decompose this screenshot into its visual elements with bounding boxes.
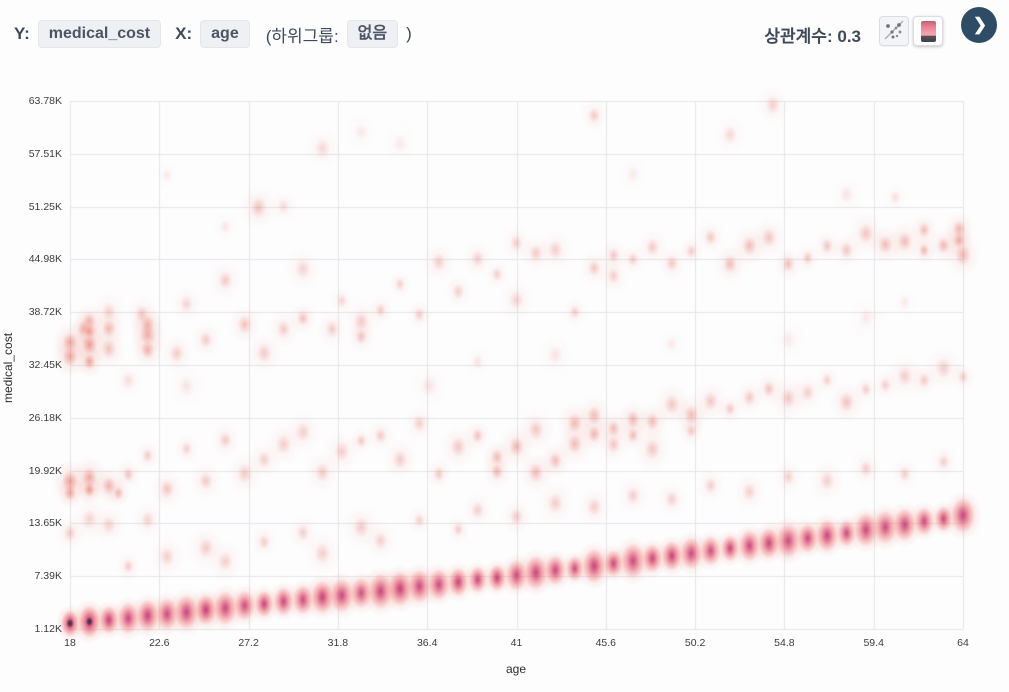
- subgroup-suffix: ): [406, 24, 412, 43]
- x-variable-chip[interactable]: age: [200, 20, 250, 48]
- plot-canvas[interactable]: [0, 60, 1009, 692]
- chart: 1.12K 7.39K 13.65K 19.92K 26.18K 32.45K 38.72K…: [0, 60, 1009, 692]
- y-axis-label: Y:: [14, 24, 30, 43]
- scatter-plot-icon: [883, 19, 905, 44]
- correlation: 상관계수: 0.3: [764, 22, 861, 47]
- correlation-label: 상관계수:: [764, 26, 833, 46]
- scatter-view-button[interactable]: [879, 16, 909, 46]
- x-axis-label: X:: [175, 24, 193, 43]
- subgroup-prefix: (하위그룹:: [265, 26, 339, 46]
- density-colormap-icon: [920, 20, 936, 42]
- density-view-button[interactable]: [913, 16, 943, 46]
- correlation-value: 0.3: [837, 26, 861, 46]
- header-right: 상관계수: 0.3: [764, 7, 997, 47]
- next-button[interactable]: ❯: [961, 7, 997, 43]
- y-variable-chip[interactable]: medical_cost: [37, 20, 162, 48]
- chevron-right-icon: ❯: [972, 15, 988, 34]
- header: Y: medical_cost X: age (하위그룹: 없음 ) 상관계수:…: [0, 0, 1009, 60]
- variable-selectors: Y: medical_cost X: age (하위그룹: 없음 ): [14, 20, 412, 48]
- subgroup-chip[interactable]: 없음: [346, 20, 399, 48]
